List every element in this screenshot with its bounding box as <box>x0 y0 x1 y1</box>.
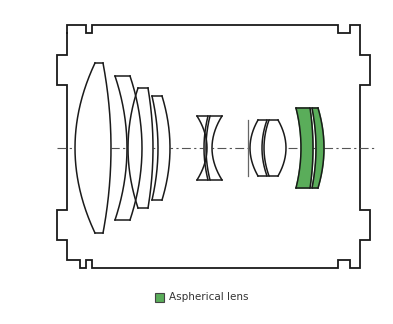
Polygon shape <box>250 120 267 176</box>
Polygon shape <box>57 25 370 268</box>
Polygon shape <box>206 116 222 180</box>
Polygon shape <box>128 88 153 208</box>
Polygon shape <box>312 108 324 188</box>
Polygon shape <box>197 116 208 180</box>
Polygon shape <box>296 108 313 188</box>
Polygon shape <box>115 76 142 220</box>
Polygon shape <box>152 96 170 200</box>
Polygon shape <box>75 63 111 233</box>
Text: Aspherical lens: Aspherical lens <box>169 293 248 303</box>
Polygon shape <box>264 120 286 176</box>
Bar <box>155 293 164 302</box>
